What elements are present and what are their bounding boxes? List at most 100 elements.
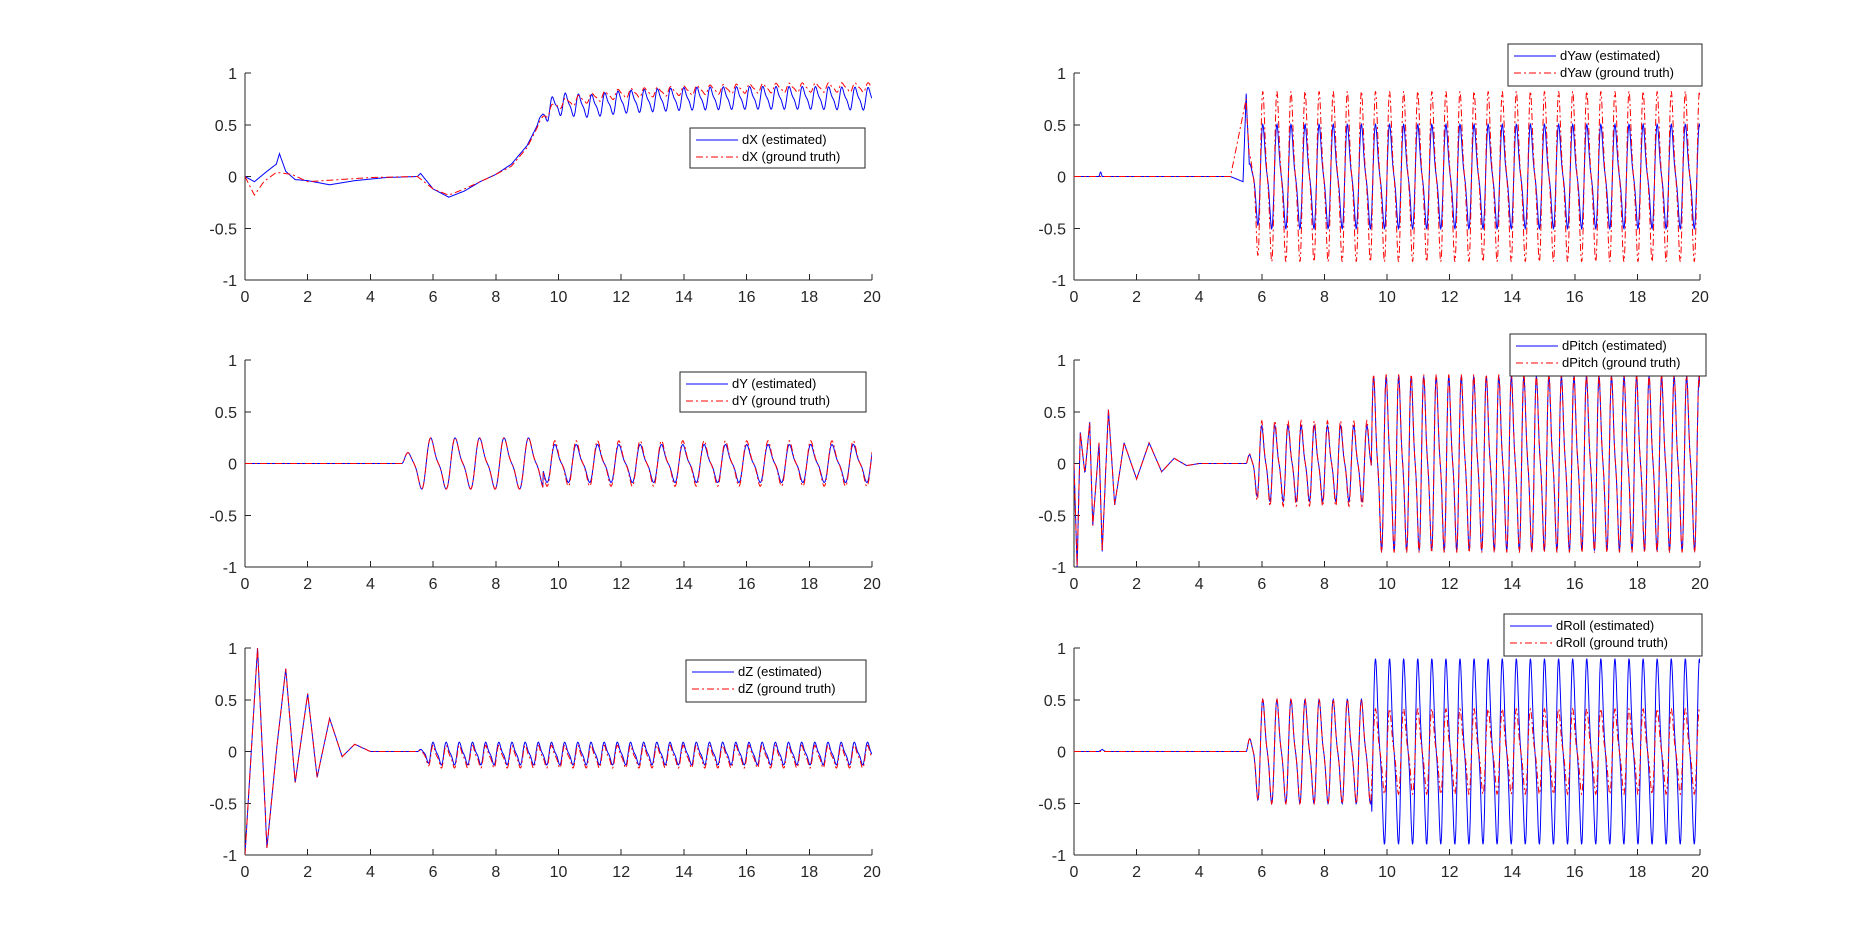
legend-label: dZ (ground truth)	[738, 681, 836, 696]
legend-box	[1507, 43, 1703, 87]
x-tick-label: 20	[863, 576, 881, 593]
x-tick-label: 4	[366, 576, 375, 593]
x-tick-label: 6	[1257, 289, 1266, 306]
legend-label: dZ (estimated)	[738, 664, 822, 679]
x-tick-label: 2	[303, 289, 312, 306]
series-line-ground-truth	[1074, 91, 1700, 262]
y-tick-label: -0.5	[209, 796, 237, 813]
y-tick-label: 0.5	[215, 405, 237, 422]
x-tick-label: 14	[1503, 576, 1521, 593]
legend-label: dX (estimated)	[742, 132, 827, 147]
y-tick-label: 1	[1057, 66, 1066, 83]
x-tick-label: 10	[1378, 289, 1396, 306]
x-tick-label: 16	[1566, 576, 1584, 593]
y-tick-label: 0	[228, 170, 237, 187]
legend: dX (estimated) dX (ground truth)	[689, 127, 866, 169]
x-tick-label: 12	[612, 289, 630, 306]
x-tick-label: 8	[491, 576, 500, 593]
x-tick-label: 4	[1195, 864, 1204, 881]
x-tick-label: 0	[241, 576, 250, 593]
y-tick-label: 0	[228, 745, 237, 762]
y-tick-label: 1	[1057, 353, 1066, 370]
legend-label: dY (estimated)	[732, 376, 816, 391]
y-tick-label: 1	[228, 353, 237, 370]
x-tick-label: 12	[612, 576, 630, 593]
x-tick-label: 2	[1132, 864, 1141, 881]
legend: dYaw (estimated) dYaw (ground truth)	[1507, 43, 1703, 87]
x-tick-label: 18	[1629, 576, 1647, 593]
x-tick-label: 2	[303, 864, 312, 881]
y-tick-label: -0.5	[209, 221, 237, 238]
y-tick-label: 0.5	[1044, 405, 1066, 422]
series-line-ground-truth	[1074, 697, 1700, 806]
y-tick-label: 0.5	[215, 118, 237, 135]
legend-label: dY (ground truth)	[732, 393, 830, 408]
subplot-1: 0 2 4 6 8 10 12 14 16 18 20 -1 -0.5 0 0.5 1 dX (estimate…	[209, 66, 881, 306]
legend-box	[679, 371, 867, 413]
x-tick-label: 6	[429, 864, 438, 881]
y-tick-label: 0.5	[1044, 693, 1066, 710]
series-line-ground-truth	[245, 437, 872, 490]
y-tick-label: 0	[228, 457, 237, 474]
series-line-estimated	[245, 647, 872, 856]
y-tick-label: 1	[1057, 641, 1066, 658]
x-tick-label: 6	[429, 576, 438, 593]
x-tick-label: 12	[612, 864, 630, 881]
x-tick-label: 20	[1691, 576, 1709, 593]
x-tick-label: 14	[675, 289, 693, 306]
y-tick-label: -0.5	[1038, 508, 1066, 525]
x-tick-label: 0	[241, 289, 250, 306]
x-tick-label: 20	[863, 864, 881, 881]
legend-box	[1509, 333, 1707, 377]
y-tick-label: 1	[228, 66, 237, 83]
legend: dZ (estimated) dZ (ground truth)	[685, 659, 867, 703]
x-tick-label: 20	[1691, 289, 1709, 306]
legend-label: dYaw (estimated)	[1560, 48, 1660, 63]
legend-label: dPitch (ground truth)	[1562, 355, 1681, 370]
x-tick-label: 6	[1257, 576, 1266, 593]
x-tick-label: 2	[1132, 576, 1141, 593]
x-tick-label: 8	[491, 289, 500, 306]
y-tick-label: -0.5	[209, 508, 237, 525]
x-tick-label: 12	[1441, 864, 1459, 881]
subplot-3: 0 2 4 6 8 10 12 14 16 18 20 -1 -0.5 0 0.5 1 dZ (estimate…	[209, 641, 881, 881]
series-line-estimated	[245, 85, 872, 198]
x-tick-label: 2	[1132, 289, 1141, 306]
y-tick-label: 0	[1057, 745, 1066, 762]
y-tick-label: -1	[1052, 848, 1066, 865]
x-tick-label: 0	[1070, 576, 1079, 593]
series-line-ground-truth	[1074, 374, 1700, 568]
y-tick-label: -1	[1052, 273, 1066, 290]
x-tick-label: 10	[550, 289, 568, 306]
x-tick-label: 10	[550, 576, 568, 593]
x-tick-label: 6	[429, 289, 438, 306]
x-tick-label: 8	[491, 864, 500, 881]
x-tick-label: 18	[1629, 289, 1647, 306]
y-tick-label: -1	[223, 560, 237, 577]
x-tick-label: 16	[738, 289, 756, 306]
x-tick-label: 8	[1320, 289, 1329, 306]
x-tick-label: 14	[1503, 864, 1521, 881]
x-tick-label: 4	[366, 289, 375, 306]
subplot-2: 0 2 4 6 8 10 12 14 16 18 20 -1 -0.5 0 0.5 1 dY (estimate…	[209, 353, 881, 593]
x-tick-label: 18	[800, 289, 818, 306]
x-tick-label: 4	[366, 864, 375, 881]
legend-label: dYaw (ground truth)	[1560, 65, 1674, 80]
x-tick-label: 0	[241, 864, 250, 881]
x-tick-label: 20	[1691, 864, 1709, 881]
legend-label: dRoll (estimated)	[1556, 618, 1654, 633]
x-tick-label: 14	[675, 864, 693, 881]
series-line-estimated	[1074, 376, 1700, 568]
x-tick-label: 20	[863, 289, 881, 306]
subplot-4: 0 2 4 6 8 10 12 14 16 18 20 -1 -0.5 0 0.5 1 dYaw (estima…	[1038, 43, 1709, 306]
legend-box	[689, 127, 866, 169]
y-tick-label: -1	[223, 848, 237, 865]
legend-box	[685, 659, 867, 703]
x-tick-label: 10	[1378, 576, 1396, 593]
x-tick-label: 18	[800, 576, 818, 593]
x-tick-label: 2	[303, 576, 312, 593]
x-tick-label: 16	[1566, 289, 1584, 306]
x-tick-label: 12	[1441, 289, 1459, 306]
y-tick-label: 0	[1057, 170, 1066, 187]
x-tick-label: 4	[1195, 289, 1204, 306]
